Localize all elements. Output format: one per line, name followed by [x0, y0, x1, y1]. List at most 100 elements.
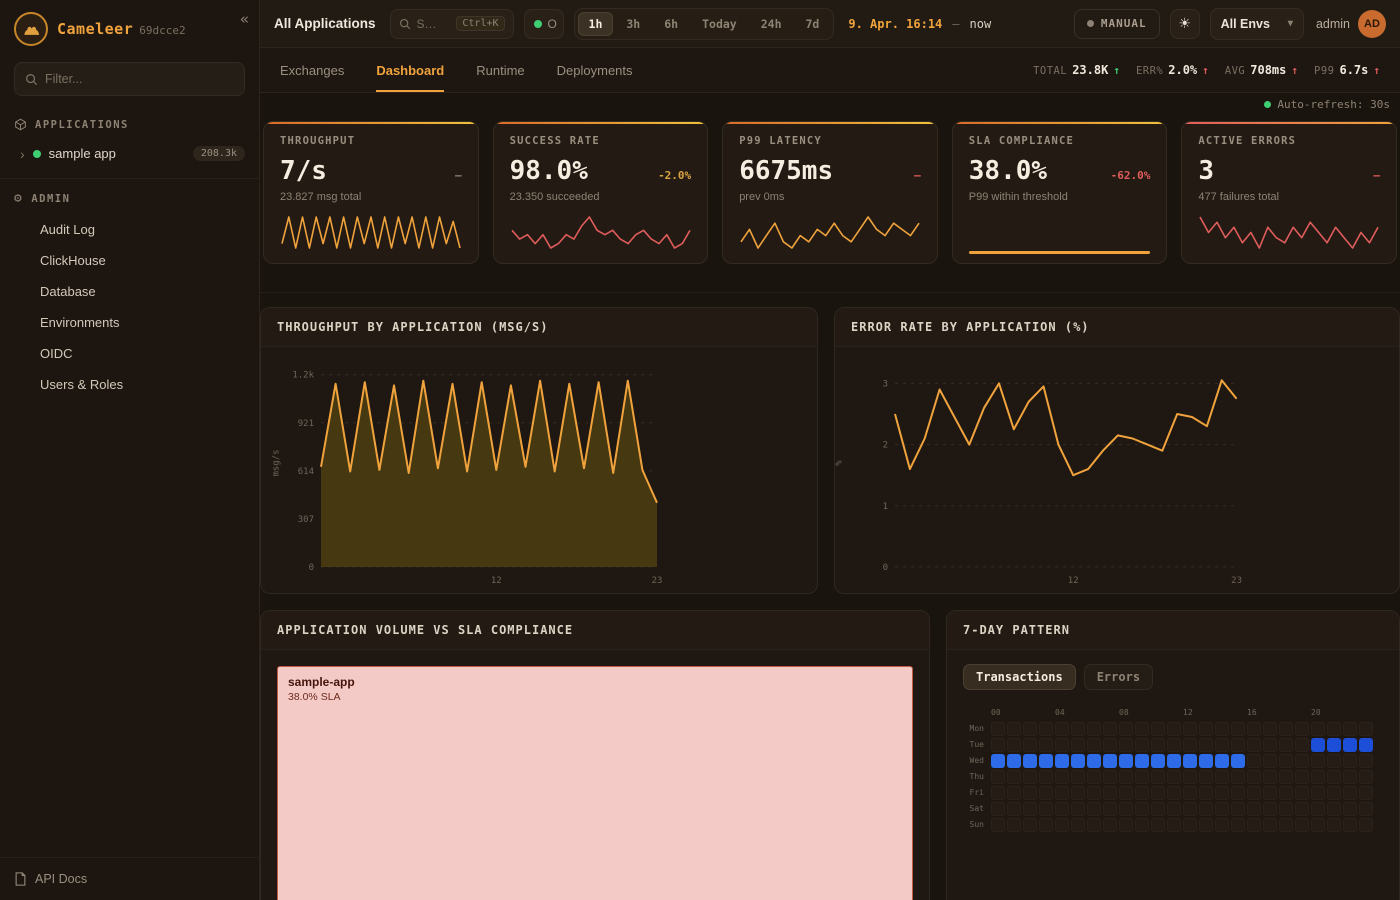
heatmap-cell[interactable]: [1135, 786, 1149, 800]
heatmap-cell[interactable]: [1055, 722, 1069, 736]
heatmap-cell[interactable]: [1343, 802, 1357, 816]
heatmap-cell[interactable]: [991, 770, 1005, 784]
heatmap-cell[interactable]: [1295, 770, 1309, 784]
heatmap-cell[interactable]: [1327, 754, 1341, 768]
heatmap-cell[interactable]: [1311, 722, 1325, 736]
heatmap-cell[interactable]: [1247, 770, 1261, 784]
heatmap-cell[interactable]: [1039, 802, 1053, 816]
heatmap-cell[interactable]: [1167, 802, 1181, 816]
heatmap-cell[interactable]: [1103, 722, 1117, 736]
heatmap-cell[interactable]: [991, 818, 1005, 832]
heatmap-cell[interactable]: [1295, 786, 1309, 800]
heatmap-cell[interactable]: [1039, 722, 1053, 736]
heatmap-cell[interactable]: [1231, 770, 1245, 784]
heatmap-cell[interactable]: [991, 802, 1005, 816]
heatmap-cell[interactable]: [1295, 754, 1309, 768]
heatmap-cell[interactable]: [1007, 786, 1021, 800]
heatmap-cell[interactable]: [1055, 754, 1069, 768]
heatmap-cell[interactable]: [1279, 818, 1293, 832]
heatmap-cell[interactable]: [1023, 722, 1037, 736]
heatmap-cell[interactable]: [991, 722, 1005, 736]
heatmap-cell[interactable]: [1327, 722, 1341, 736]
heatmap-cell[interactable]: [1135, 754, 1149, 768]
heatmap-cell[interactable]: [1023, 802, 1037, 816]
heatmap-cell[interactable]: [1087, 786, 1101, 800]
heatmap-cell[interactable]: [1055, 818, 1069, 832]
heatmap-cell[interactable]: [1327, 786, 1341, 800]
heatmap-cell[interactable]: [1247, 802, 1261, 816]
heatmap-cell[interactable]: [1231, 738, 1245, 752]
heatmap-cell[interactable]: [1151, 770, 1165, 784]
heatmap-cell[interactable]: [1151, 802, 1165, 816]
heatmap-cell[interactable]: [1087, 818, 1101, 832]
heatmap-cell[interactable]: [1327, 802, 1341, 816]
heatmap-cell[interactable]: [1087, 738, 1101, 752]
heatmap-cell[interactable]: [1167, 818, 1181, 832]
heatmap-cell[interactable]: [1183, 754, 1197, 768]
global-search[interactable]: Ctrl+K: [389, 8, 514, 39]
heatmap-cell[interactable]: [1327, 770, 1341, 784]
heatmap-cell[interactable]: [1151, 818, 1165, 832]
sidebar-item-sample-app[interactable]: › sample app 208.3k: [0, 139, 259, 168]
heatmap-cell[interactable]: [1007, 802, 1021, 816]
heatmap-cell[interactable]: [1087, 770, 1101, 784]
heatmap-cell[interactable]: [1311, 738, 1325, 752]
manual-refresh-button[interactable]: MANUAL: [1073, 8, 1160, 39]
status-pill[interactable]: O: [523, 8, 564, 39]
heatmap-cell[interactable]: [1167, 770, 1181, 784]
heatmap-cell[interactable]: [1311, 754, 1325, 768]
heatmap-cell[interactable]: [1151, 786, 1165, 800]
heatmap-cell[interactable]: [1215, 818, 1229, 832]
heatmap-cell[interactable]: [1311, 770, 1325, 784]
heatmap-cell[interactable]: [1119, 786, 1133, 800]
heatmap-cell[interactable]: [1199, 754, 1213, 768]
time-range-today[interactable]: Today: [691, 12, 748, 36]
heatmap-cell[interactable]: [1183, 818, 1197, 832]
heatmap-cell[interactable]: [1215, 802, 1229, 816]
heatmap-cell[interactable]: [1087, 754, 1101, 768]
heatmap-cell[interactable]: [1215, 754, 1229, 768]
heatmap-cell[interactable]: [1071, 770, 1085, 784]
heatmap-cell[interactable]: [1199, 738, 1213, 752]
tab-dashboard[interactable]: Dashboard: [376, 48, 444, 92]
heatmap-cell[interactable]: [1023, 786, 1037, 800]
heatmap-cell[interactable]: [1343, 754, 1357, 768]
heatmap-cell[interactable]: [1199, 786, 1213, 800]
tab-deployments[interactable]: Deployments: [556, 62, 633, 78]
heatmap-cell[interactable]: [1007, 738, 1021, 752]
heatmap-cell[interactable]: [1247, 754, 1261, 768]
heatmap-cell[interactable]: [1167, 786, 1181, 800]
toggle-errors[interactable]: Errors: [1083, 664, 1154, 690]
heatmap-cell[interactable]: [1199, 802, 1213, 816]
heatmap-cell[interactable]: [1359, 738, 1373, 752]
heatmap-cell[interactable]: [1039, 770, 1053, 784]
heatmap-cell[interactable]: [1295, 722, 1309, 736]
heatmap-cell[interactable]: [991, 754, 1005, 768]
filter-input[interactable]: [45, 72, 234, 86]
heatmap-cell[interactable]: [1231, 818, 1245, 832]
heatmap-cell[interactable]: [1295, 738, 1309, 752]
heatmap-cell[interactable]: [1311, 786, 1325, 800]
heatmap-cell[interactable]: [1247, 722, 1261, 736]
heatmap-cell[interactable]: [1007, 770, 1021, 784]
search-input[interactable]: [416, 16, 451, 31]
heatmap-cell[interactable]: [1039, 786, 1053, 800]
heatmap-cell[interactable]: [1071, 722, 1085, 736]
sidebar-item-environments[interactable]: Environments: [40, 315, 120, 330]
heatmap-cell[interactable]: [1183, 738, 1197, 752]
heatmap-cell[interactable]: [1119, 818, 1133, 832]
heatmap-cell[interactable]: [1071, 818, 1085, 832]
heatmap-cell[interactable]: [1039, 818, 1053, 832]
heatmap-cell[interactable]: [1199, 818, 1213, 832]
heatmap-cell[interactable]: [1327, 738, 1341, 752]
heatmap-cell[interactable]: [991, 738, 1005, 752]
heatmap-cell[interactable]: [1183, 786, 1197, 800]
heatmap-cell[interactable]: [1279, 786, 1293, 800]
api-docs-link[interactable]: API Docs: [0, 857, 259, 900]
theme-toggle-button[interactable]: ☀: [1169, 8, 1200, 39]
heatmap-cell[interactable]: [1231, 802, 1245, 816]
heatmap-cell[interactable]: [1343, 770, 1357, 784]
heatmap-cell[interactable]: [1167, 754, 1181, 768]
toggle-transactions[interactable]: Transactions: [963, 664, 1076, 690]
heatmap-cell[interactable]: [1279, 754, 1293, 768]
